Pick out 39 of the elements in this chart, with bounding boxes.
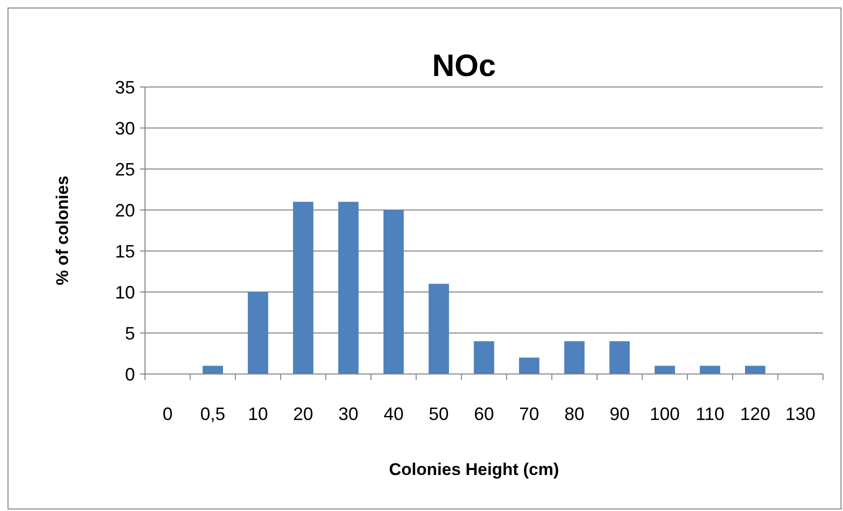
bar <box>564 341 585 374</box>
x-tick-label: 130 <box>785 404 816 424</box>
y-tick-label: 5 <box>124 323 135 344</box>
bar <box>202 366 223 374</box>
bar <box>474 341 494 374</box>
bar <box>338 202 359 374</box>
y-tick-label: 30 <box>114 118 135 138</box>
y-tick-label: 10 <box>114 282 135 302</box>
x-tick-label: 100 <box>650 404 680 424</box>
x-tick-label: 80 <box>564 404 584 424</box>
x-tick-label: 110 <box>696 404 724 424</box>
x-tick-label: 60 <box>474 404 494 424</box>
x-tick-label: 0 <box>162 404 173 424</box>
y-tick-label: 25 <box>114 159 135 180</box>
x-tick-label: 70 <box>519 404 540 424</box>
x-tick-label: 120 <box>740 404 770 424</box>
x-tick-label: 20 <box>293 404 314 424</box>
x-axis-title: Colonies Height (cm) <box>388 460 560 479</box>
y-axis-title: % of colonies <box>53 176 72 286</box>
bar <box>519 358 540 374</box>
bar <box>383 210 404 374</box>
bar <box>609 341 630 374</box>
y-tick-label: 0 <box>124 364 135 384</box>
x-tick-label: 40 <box>384 404 404 424</box>
bar <box>428 284 449 374</box>
y-tick-label: 20 <box>114 200 135 220</box>
bar <box>654 366 675 374</box>
chart-title: NOc <box>432 48 496 83</box>
y-tick-label: 15 <box>114 241 135 262</box>
x-tick-label: 0,5 <box>200 404 226 424</box>
x-tick-label: 50 <box>428 404 449 424</box>
bar <box>248 292 268 374</box>
bar <box>293 202 314 374</box>
bar <box>745 366 766 374</box>
x-tick-label: 10 <box>248 404 268 424</box>
bar <box>700 366 720 374</box>
x-tick-label: 30 <box>338 404 358 424</box>
x-tick-label: 90 <box>610 404 630 424</box>
y-tick-label: 35 <box>114 77 135 98</box>
